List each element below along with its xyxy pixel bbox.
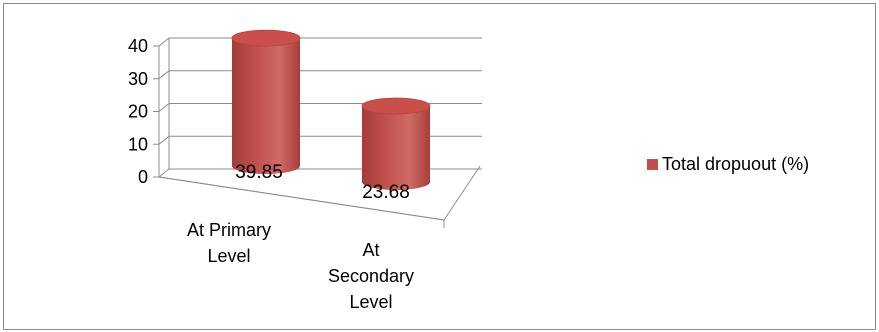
y-tick-label: 20	[128, 102, 148, 122]
chart-plot: 0 10 20 30 40 39.85 23.68 At Primary Level At Seco…	[128, 29, 482, 312]
x-axis	[158, 176, 445, 221]
gridline-depth	[158, 70, 170, 80]
x-category-label: Secondary	[328, 266, 414, 286]
legend-swatch	[647, 159, 658, 170]
data-label: 23.68	[362, 182, 410, 203]
bar-cylinder	[232, 38, 300, 174]
bar-top	[361, 97, 431, 115]
x-category-label: Level	[207, 246, 250, 266]
x-category-label: At Primary	[187, 220, 271, 240]
gridline-depth	[158, 103, 170, 112]
gridline-depth	[158, 168, 170, 178]
bar-cylinder	[362, 105, 430, 190]
data-label: 39.85	[235, 162, 283, 183]
x-category-label: Level	[349, 292, 392, 312]
y-tick-label: 30	[128, 69, 148, 89]
bar-top	[231, 29, 301, 47]
chart-frame: 0 10 20 30 40 39.85 23.68 At Primary Level At Seco…	[3, 3, 876, 330]
floor-edge	[158, 165, 481, 221]
y-tick-label: 10	[128, 134, 148, 154]
legend: Total dropuout (%)	[647, 154, 809, 175]
x-category-label: At	[362, 240, 379, 260]
y-tick-label: 0	[138, 167, 148, 187]
legend-label: Total dropuout (%)	[662, 154, 810, 174]
y-tick-label: 40	[128, 36, 148, 56]
gridline-depth	[158, 37, 170, 47]
gridline-depth	[158, 135, 170, 145]
